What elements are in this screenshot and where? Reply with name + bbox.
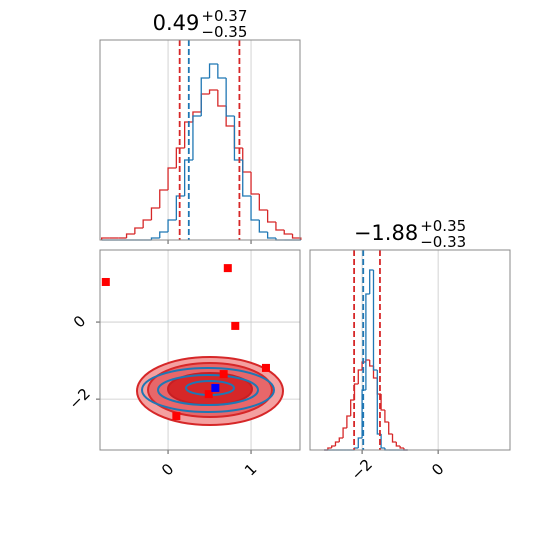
hist-step <box>380 394 385 411</box>
contour <box>141 367 275 413</box>
x-tick-label: 1 <box>241 460 260 479</box>
hist-step <box>369 269 374 294</box>
title-upper: +0.35 <box>420 217 466 235</box>
point <box>219 370 228 379</box>
hist-step <box>384 410 389 423</box>
x-tick-label: −2 <box>348 455 376 483</box>
hist-step <box>395 442 401 447</box>
hist-step <box>208 63 218 78</box>
hist-step <box>159 231 169 238</box>
point <box>101 277 110 286</box>
hist-step <box>331 445 336 448</box>
hist-step <box>346 415 351 428</box>
hist-step <box>250 172 260 195</box>
hist-step <box>142 219 152 228</box>
hist-step <box>192 111 202 122</box>
title-value: 0.49 <box>153 11 200 35</box>
point <box>223 264 232 273</box>
y-tick-label: −2 <box>65 385 93 413</box>
hist-step <box>266 232 276 239</box>
hist-step <box>175 147 185 168</box>
hist-step <box>391 434 397 443</box>
x-tick-label: 0 <box>428 460 447 479</box>
title-value: −1.88 <box>354 221 418 245</box>
title-upper: +0.37 <box>201 7 247 25</box>
hist-step <box>338 437 344 442</box>
point <box>172 412 181 421</box>
hist-step <box>372 270 378 371</box>
hist-step <box>175 195 185 220</box>
hist-step <box>258 194 268 211</box>
hist-step <box>369 360 374 367</box>
hist-step <box>388 422 393 435</box>
hist-step <box>342 427 347 438</box>
hist-step <box>365 293 370 390</box>
hist-step <box>208 89 218 94</box>
title-lower: −0.33 <box>420 233 466 251</box>
hist-step <box>327 447 332 450</box>
panel: 0.49 +0.37−0.35 <box>101 7 302 244</box>
hist-step <box>242 148 252 173</box>
hist-step <box>242 160 252 197</box>
hist-step <box>353 383 359 400</box>
hist-step <box>167 167 177 190</box>
hist-step <box>283 230 293 235</box>
axes-frame <box>99 39 301 241</box>
hist-step <box>200 77 210 116</box>
axes-frame <box>99 249 301 451</box>
point <box>204 390 213 399</box>
point <box>261 363 270 372</box>
hist-step <box>183 159 193 196</box>
hist-step <box>399 446 404 449</box>
hist-step <box>134 227 144 234</box>
hist-step <box>250 196 260 221</box>
hist-step <box>334 441 340 446</box>
hist-step <box>125 233 135 238</box>
hist-step <box>380 434 385 449</box>
hist-step <box>150 207 160 220</box>
point <box>231 321 240 330</box>
hist-step <box>159 189 169 208</box>
hist-step <box>361 389 366 438</box>
hist-step <box>167 219 177 232</box>
contour <box>157 374 259 406</box>
hist-step <box>225 78 235 117</box>
hist-step <box>217 64 227 79</box>
panel: −2 0 −1.88 +0.35−0.33 <box>324 217 466 484</box>
hist-step <box>101 237 110 240</box>
hist-step <box>357 369 363 384</box>
y-tick-label: 0 <box>70 312 89 331</box>
hist-step <box>266 210 276 223</box>
hist-step <box>357 437 363 448</box>
title-lower: −0.35 <box>201 23 247 41</box>
hist-step <box>192 115 202 160</box>
hist-step <box>275 222 285 231</box>
hist-step <box>200 93 210 112</box>
hist-step <box>150 237 160 240</box>
x-tick-label: 0 <box>158 460 177 479</box>
hist-step <box>217 90 227 107</box>
axes-frame <box>309 249 511 451</box>
point <box>211 383 220 392</box>
hist-step <box>258 220 268 233</box>
hist-step <box>361 361 366 370</box>
hist-step <box>291 234 302 240</box>
hist-step <box>183 121 193 148</box>
